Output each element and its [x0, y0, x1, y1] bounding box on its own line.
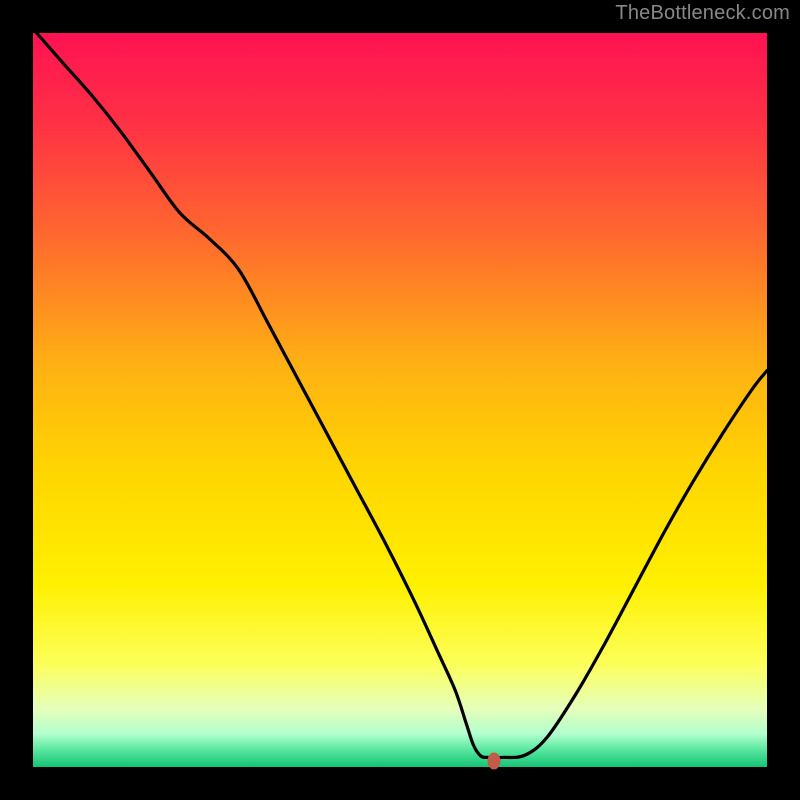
plot-area [30, 30, 770, 770]
gradient-background [33, 33, 767, 767]
chart-root: TheBottleneck.com [0, 0, 800, 800]
watermark-text: TheBottleneck.com [615, 2, 790, 25]
optimum-marker [488, 753, 501, 770]
